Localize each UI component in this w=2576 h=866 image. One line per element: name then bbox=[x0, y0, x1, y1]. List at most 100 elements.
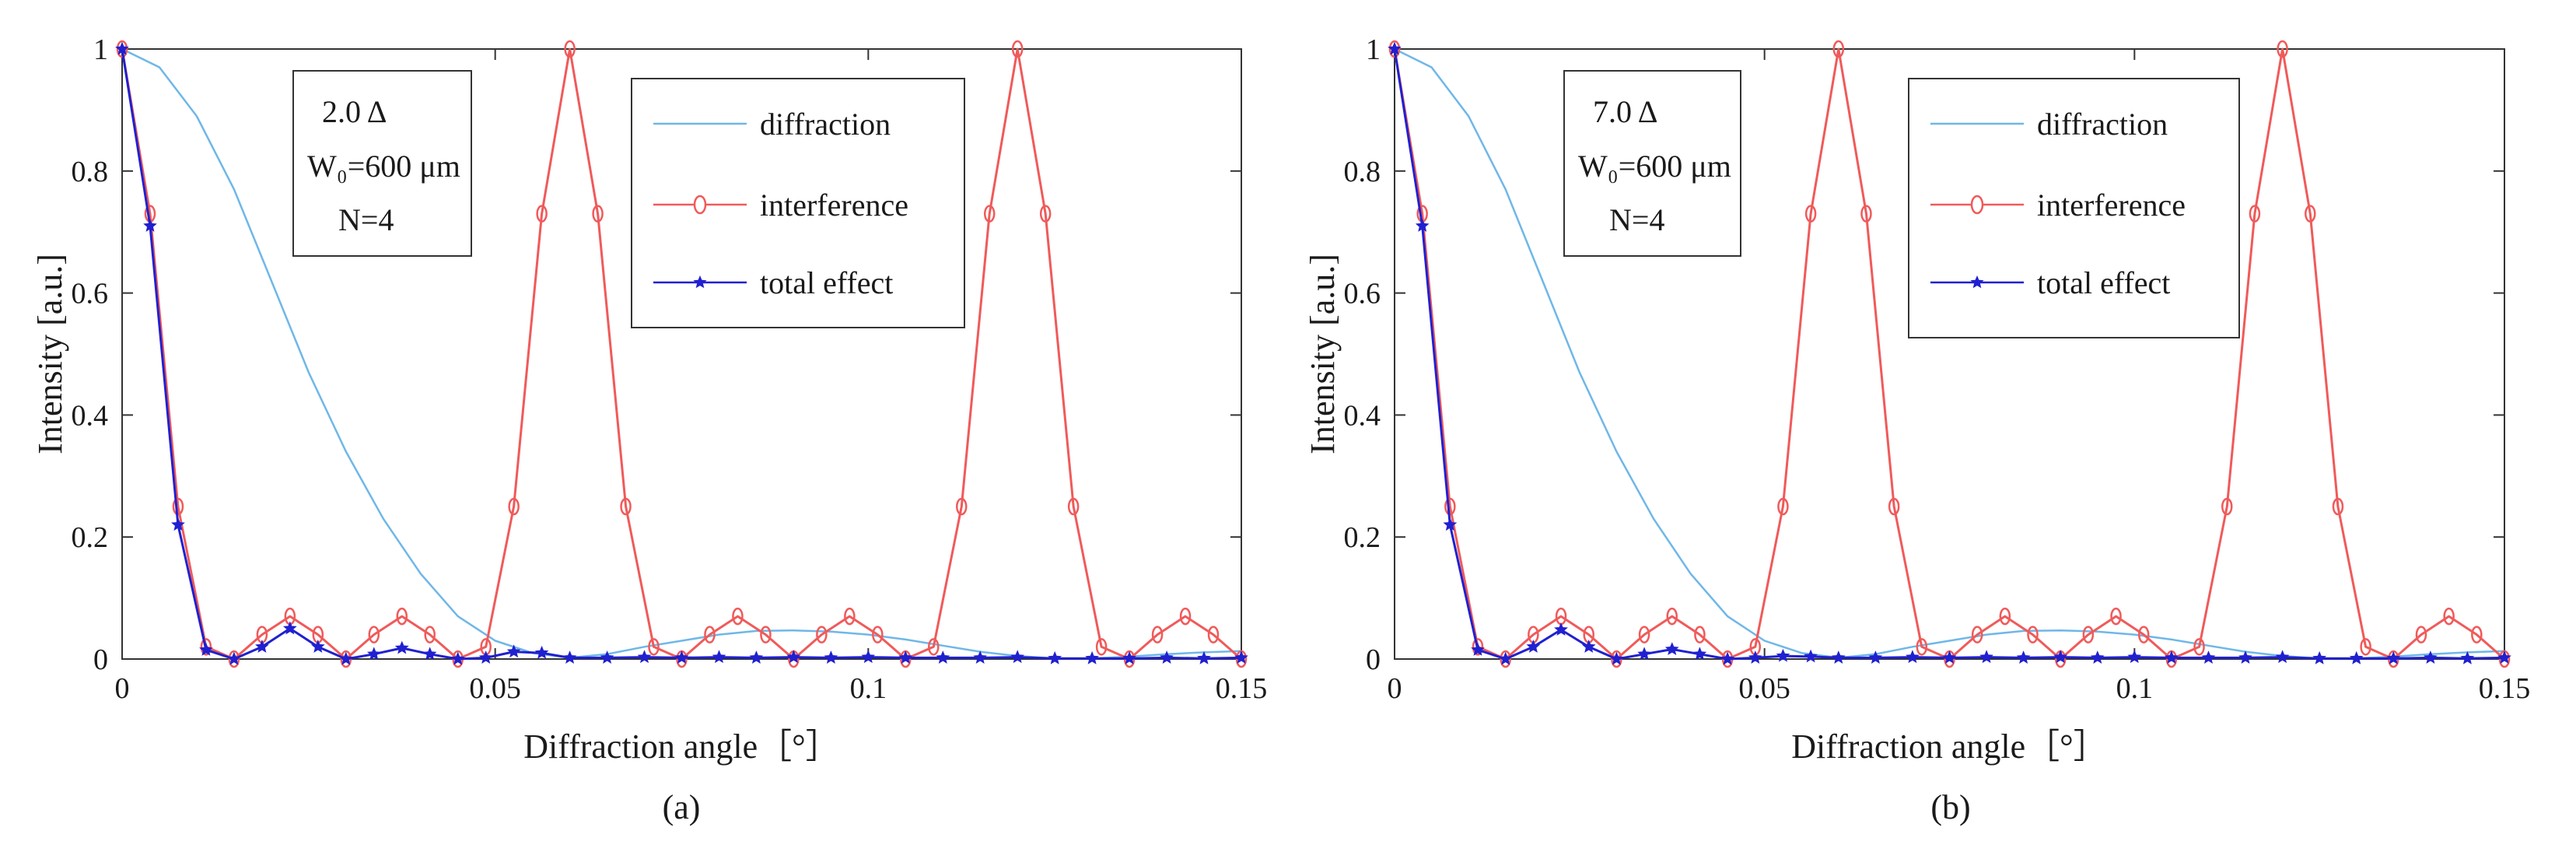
data-point bbox=[396, 607, 408, 626]
data-point bbox=[1526, 639, 1541, 653]
data-point bbox=[282, 621, 297, 635]
data-point bbox=[2312, 650, 2327, 664]
data-point bbox=[1720, 651, 1734, 665]
y-tick-label: 0 bbox=[1366, 643, 1381, 676]
data-point bbox=[1804, 205, 1817, 223]
data-point bbox=[2082, 626, 2095, 643]
data-point bbox=[1888, 497, 1900, 516]
y-tick-label: 0.8 bbox=[72, 156, 109, 188]
data-point bbox=[2249, 205, 2261, 223]
data-point bbox=[816, 626, 828, 643]
data-point bbox=[2360, 638, 2371, 656]
data-point bbox=[824, 650, 838, 664]
data-point bbox=[1095, 638, 1108, 656]
y-tick-label: 0.6 bbox=[72, 278, 109, 310]
data-point bbox=[2277, 40, 2288, 58]
data-point bbox=[368, 626, 380, 643]
data-point bbox=[2016, 650, 2031, 664]
data-point bbox=[2110, 607, 2122, 626]
data-point bbox=[1916, 638, 1928, 656]
legend: diffraction interference total effect bbox=[631, 78, 965, 328]
data-point bbox=[648, 638, 660, 656]
data-point bbox=[506, 644, 521, 658]
data-point bbox=[1388, 41, 1402, 55]
y-axis-label: Intensity [a.u.] bbox=[1304, 254, 1342, 454]
x-axis-label: Diffraction angle［°］ bbox=[1791, 728, 2108, 766]
data-point bbox=[564, 40, 576, 58]
data-point bbox=[1666, 607, 1678, 626]
data-point bbox=[1868, 650, 1883, 664]
panel-b: 0 0.05 0.1 0.15 0 0.2 0.4 0.6 0.8 1 Diffraction an… bbox=[1304, 33, 2530, 826]
data-point bbox=[1979, 650, 1993, 664]
data-point bbox=[749, 650, 764, 664]
x-tick-label: 0.05 bbox=[469, 672, 521, 705]
data-point bbox=[1664, 642, 1679, 655]
data-point bbox=[2127, 650, 2142, 664]
data-point bbox=[973, 650, 988, 664]
x-axis-label: Diffraction angle［°］ bbox=[523, 728, 840, 766]
data-point bbox=[1160, 650, 1174, 664]
y-tick-label: 0.8 bbox=[1344, 156, 1381, 188]
info-box-frame bbox=[1563, 70, 1741, 257]
data-point bbox=[1638, 626, 1650, 643]
data-point bbox=[227, 651, 241, 665]
legend-marker-total bbox=[693, 275, 707, 289]
data-point bbox=[1776, 648, 1790, 662]
data-point bbox=[2332, 497, 2344, 516]
info-line-2: W₀=600 μm bbox=[1578, 149, 1731, 184]
data-point bbox=[1471, 642, 1485, 656]
y-tick-label: 0.4 bbox=[72, 399, 109, 432]
data-point bbox=[1860, 205, 1872, 223]
data-point bbox=[536, 205, 548, 223]
data-point bbox=[1804, 649, 1818, 663]
data-point bbox=[2165, 650, 2179, 664]
data-point bbox=[450, 651, 465, 665]
data-point bbox=[2471, 626, 2483, 643]
legend-label-interference: interference bbox=[2037, 188, 2186, 223]
data-point bbox=[620, 497, 632, 516]
y-tick-label: 1 bbox=[93, 33, 108, 66]
y-tick-label: 1 bbox=[1366, 33, 1381, 66]
data-point bbox=[712, 650, 726, 664]
data-point bbox=[534, 645, 549, 659]
data-point bbox=[928, 638, 940, 656]
y-tick-label: 0 bbox=[93, 643, 108, 676]
x-tick-label: 0.1 bbox=[850, 672, 887, 705]
data-point bbox=[704, 626, 716, 643]
data-point bbox=[1443, 517, 1458, 531]
data-point bbox=[674, 650, 689, 664]
data-point bbox=[478, 650, 493, 664]
data-point bbox=[562, 650, 577, 664]
x-tick-label: 0.15 bbox=[1216, 672, 1268, 705]
data-point bbox=[199, 642, 213, 656]
legend-frame bbox=[1908, 78, 2240, 338]
data-point bbox=[1048, 650, 1062, 664]
legend-label-diffraction: diffraction bbox=[760, 107, 891, 142]
data-point bbox=[1609, 651, 1624, 665]
data-point bbox=[1388, 40, 1401, 58]
data-point bbox=[1085, 650, 1099, 664]
data-point bbox=[898, 650, 913, 664]
data-point bbox=[592, 205, 604, 223]
data-point bbox=[1472, 638, 1484, 656]
data-point bbox=[1971, 626, 1983, 643]
legend-label-interference: interference bbox=[760, 188, 908, 223]
series-total-effect bbox=[1388, 41, 2511, 665]
data-point bbox=[2424, 650, 2438, 664]
data-point bbox=[228, 650, 240, 668]
data-point bbox=[1832, 40, 1845, 58]
data-point bbox=[2415, 626, 2427, 643]
data-point bbox=[1498, 651, 1513, 665]
data-point bbox=[1010, 650, 1025, 664]
data-point bbox=[1067, 497, 1080, 516]
data-point bbox=[255, 639, 269, 653]
legend: diffraction interference total effect bbox=[1908, 78, 2240, 338]
legend-label-total: total effect bbox=[760, 265, 893, 300]
info-line-3: N=4 bbox=[1609, 202, 1664, 237]
data-point bbox=[116, 40, 128, 58]
info-line-1: 7.0 Δ bbox=[1593, 94, 1658, 129]
data-point bbox=[422, 647, 437, 661]
data-point bbox=[424, 626, 436, 643]
data-point bbox=[2027, 626, 2039, 643]
